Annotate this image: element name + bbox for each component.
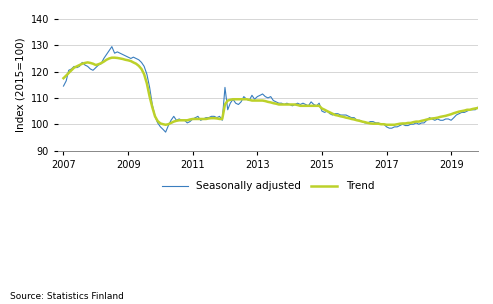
Legend: Seasonally adjusted, Trend: Seasonally adjusted, Trend [158, 177, 379, 195]
Y-axis label: Index (2015=100): Index (2015=100) [15, 37, 25, 132]
Text: Source: Statistics Finland: Source: Statistics Finland [10, 292, 124, 301]
